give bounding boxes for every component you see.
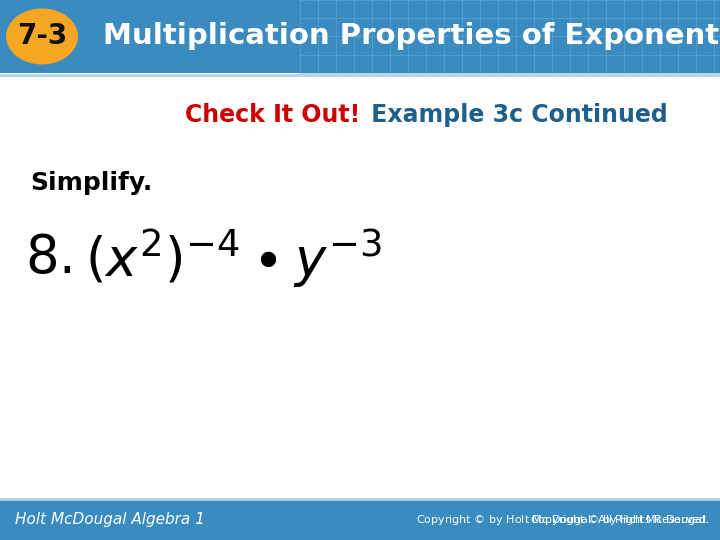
Text: Copyright $\copyright$ by Holt Mc Dougal. All Rights Reserved.: Copyright $\copyright$ by Holt Mc Dougal… — [415, 513, 710, 526]
Text: Multiplication Properties of Exponents: Multiplication Properties of Exponents — [103, 23, 720, 50]
Text: $8.$: $8.$ — [25, 232, 71, 284]
Bar — [0, 0, 720, 73]
Text: Copyright $\copyright$ by Holt Mc Dougal.: Copyright $\copyright$ by Holt Mc Dougal… — [530, 513, 710, 526]
Text: Simplify.: Simplify. — [30, 171, 152, 195]
Text: Example 3c Continued: Example 3c Continued — [363, 103, 667, 127]
Text: $(x^2)^{-4} \bullet y^{-3}$: $(x^2)^{-4} \bullet y^{-3}$ — [85, 226, 382, 289]
Text: Holt McDougal Algebra 1: Holt McDougal Algebra 1 — [15, 512, 205, 527]
Ellipse shape — [6, 9, 78, 64]
Bar — [0, 500, 720, 540]
Text: Check It Out!: Check It Out! — [185, 103, 360, 127]
Text: 7-3: 7-3 — [17, 23, 67, 50]
